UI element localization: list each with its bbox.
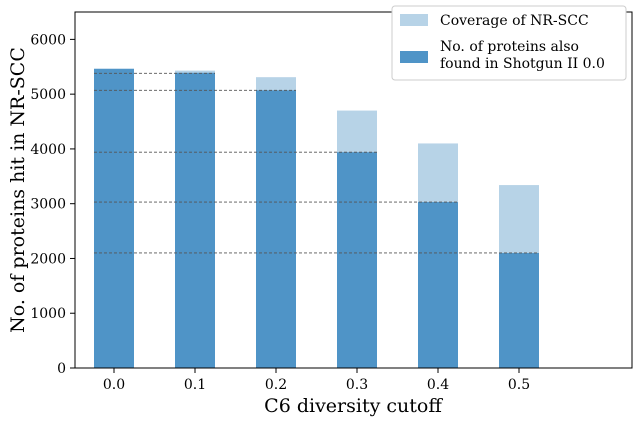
bar-found-0.0 — [94, 68, 134, 369]
bar-found-0.5 — [499, 252, 539, 368]
x-tick-label-0.3: 0.3 — [346, 377, 368, 393]
y-tick-label-4000: 4000 — [30, 142, 66, 158]
y-tick-label-3000: 3000 — [30, 197, 66, 213]
y-tick-label-5000: 5000 — [30, 87, 66, 103]
legend-swatch-found — [400, 51, 428, 63]
legend-box — [391, 5, 627, 81]
y-tick-label-6000: 6000 — [30, 32, 66, 48]
bar-found-0.3 — [337, 152, 377, 368]
bar-found-0.2 — [256, 90, 296, 368]
y-tick-label-1000: 1000 — [30, 306, 66, 322]
x-tick-label-0.4: 0.4 — [427, 377, 449, 393]
y-tick-label-0: 0 — [57, 361, 66, 377]
legend: Coverage of NR-SCC No. of proteins also … — [391, 5, 627, 81]
reference-lines — [94, 72, 539, 254]
bar-found-0.4 — [418, 202, 458, 368]
legend-swatch-coverage — [400, 14, 428, 26]
x-axis-label: C6 diversity cutoff — [264, 395, 443, 417]
bars-layer — [94, 68, 539, 369]
x-tick-label-0.1: 0.1 — [184, 377, 206, 393]
x-axis-ticks: 0.0 0.1 0.2 0.3 0.4 0.5 — [103, 368, 530, 393]
y-axis-label: No. of proteins hit in NR-SCC — [7, 47, 29, 333]
x-tick-label-0.5: 0.5 — [508, 377, 530, 393]
x-tick-label-0.0: 0.0 — [103, 377, 125, 393]
plot-frame — [74, 11, 633, 369]
legend-label-coverage: Coverage of NR-SCC — [440, 13, 589, 29]
y-axis-ticks: 0 1000 2000 3000 4000 5000 6000 — [30, 32, 75, 377]
legend-label-found-line2: found in Shotgun II 0.0 — [440, 56, 605, 72]
x-tick-label-0.2: 0.2 — [265, 377, 287, 393]
legend-label-found-line1: No. of proteins also — [440, 39, 579, 55]
bar-found-0.1 — [175, 72, 215, 368]
y-tick-label-2000: 2000 — [30, 251, 66, 267]
